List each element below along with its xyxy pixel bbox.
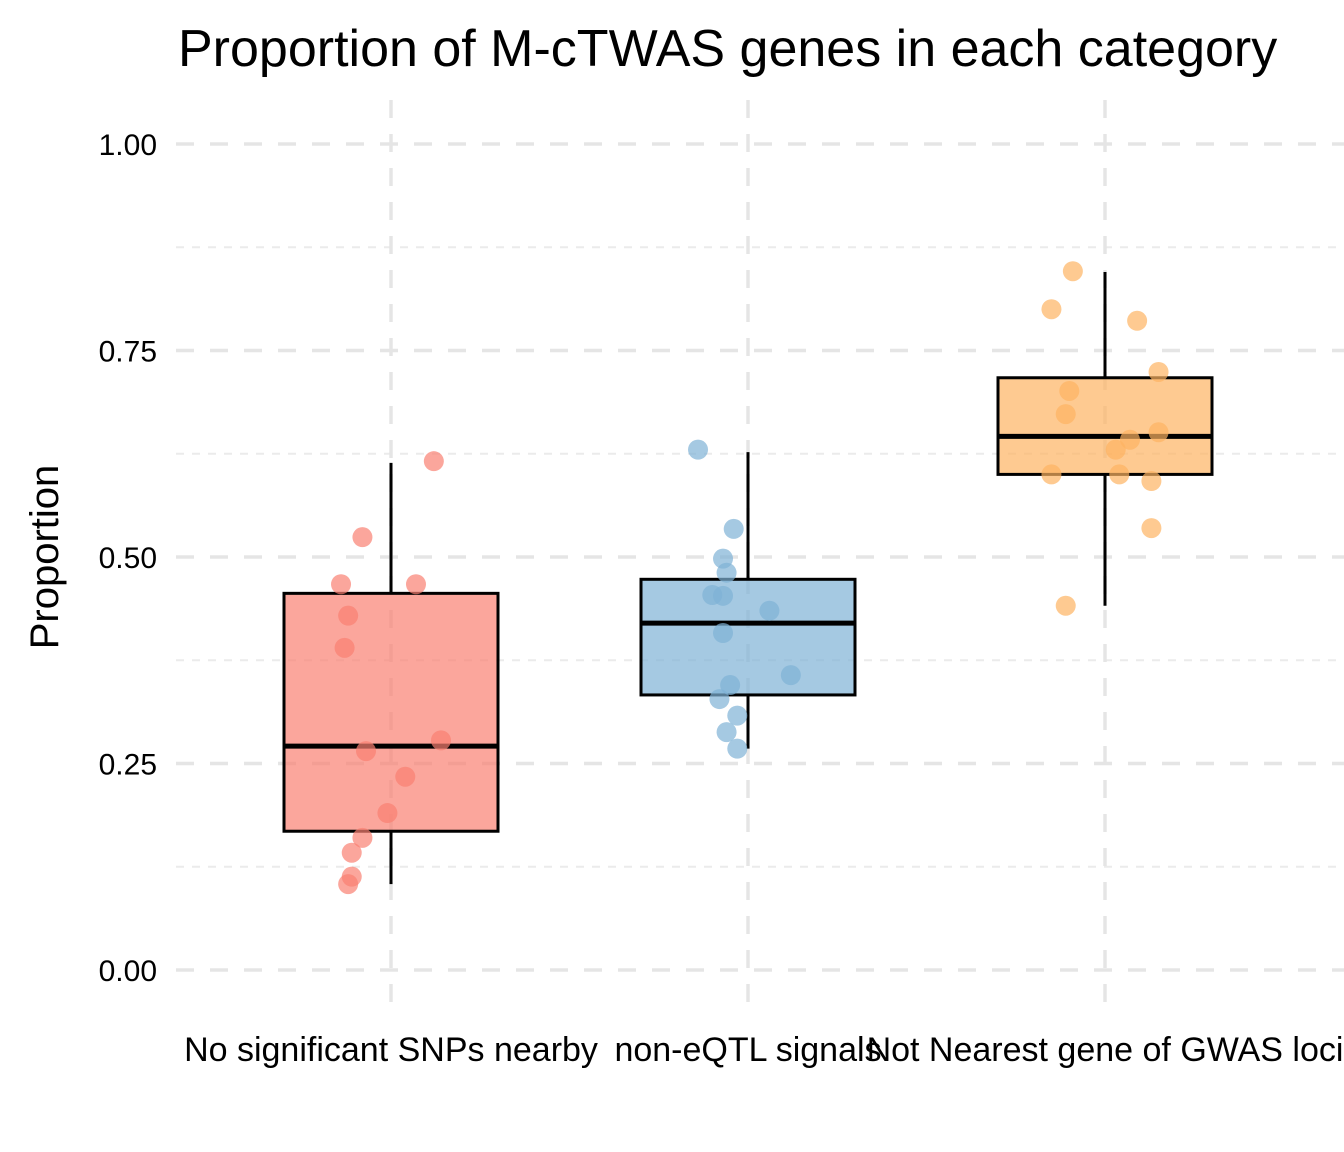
x-axis-ticks: No significant SNPs nearby non-eQTL signa… (184, 1031, 1343, 1069)
y-tick-label: 0.75 (99, 336, 157, 369)
data-point (720, 675, 741, 696)
data-point (338, 874, 359, 895)
data-point (1148, 361, 1169, 382)
data-point (727, 705, 748, 726)
data-point (1148, 422, 1169, 443)
data-point (1141, 518, 1162, 539)
data-point (352, 527, 373, 548)
data-point (713, 585, 734, 606)
data-point (759, 600, 780, 621)
data-point (338, 605, 359, 626)
data-point (1041, 299, 1062, 320)
data-point (723, 518, 744, 539)
data-point (727, 738, 748, 759)
data-point (1127, 310, 1148, 331)
data-point (1141, 471, 1162, 492)
data-point (1041, 464, 1062, 485)
data-point (780, 665, 801, 686)
data-point (352, 827, 373, 848)
data-point (1109, 464, 1130, 485)
box-group (282, 462, 500, 885)
data-point (1055, 595, 1076, 616)
boxes (282, 272, 1214, 885)
data-point (1062, 261, 1083, 282)
data-point (423, 451, 444, 472)
y-tick-label: 1.00 (99, 129, 157, 162)
y-axis-label: Proportion (23, 465, 67, 650)
data-point (405, 574, 426, 595)
data-point (377, 803, 398, 824)
box (282, 591, 500, 833)
data-point (356, 741, 377, 762)
points (331, 261, 1169, 895)
box-group (996, 272, 1214, 606)
data-point (331, 574, 352, 595)
data-point (716, 722, 737, 743)
x-tick-label: Not Nearest gene of GWAS loci (867, 1031, 1344, 1069)
data-point (1105, 439, 1126, 460)
data-point (1119, 429, 1140, 450)
y-axis-ticks: 0.00 0.25 0.50 0.75 1.00 (99, 129, 157, 988)
data-point (1055, 404, 1076, 425)
chart-title: Proportion of M-cTWAS genes in each cate… (178, 20, 1277, 78)
data-point (713, 622, 734, 643)
box (996, 376, 1214, 476)
y-tick-label: 0.50 (99, 542, 157, 575)
data-point (395, 766, 416, 787)
y-tick-label: 0.00 (99, 955, 157, 988)
y-tick-label: 0.25 (99, 749, 157, 782)
box (639, 577, 857, 697)
data-point (334, 637, 355, 658)
box-group (639, 452, 857, 749)
data-point (341, 842, 362, 863)
data-point (688, 439, 709, 460)
data-point (709, 689, 730, 710)
x-tick-label: non-eQTL signals (614, 1031, 881, 1069)
data-point (430, 730, 451, 751)
data-point (716, 562, 737, 583)
x-tick-label: No significant SNPs nearby (184, 1031, 598, 1069)
data-point (1059, 380, 1080, 401)
